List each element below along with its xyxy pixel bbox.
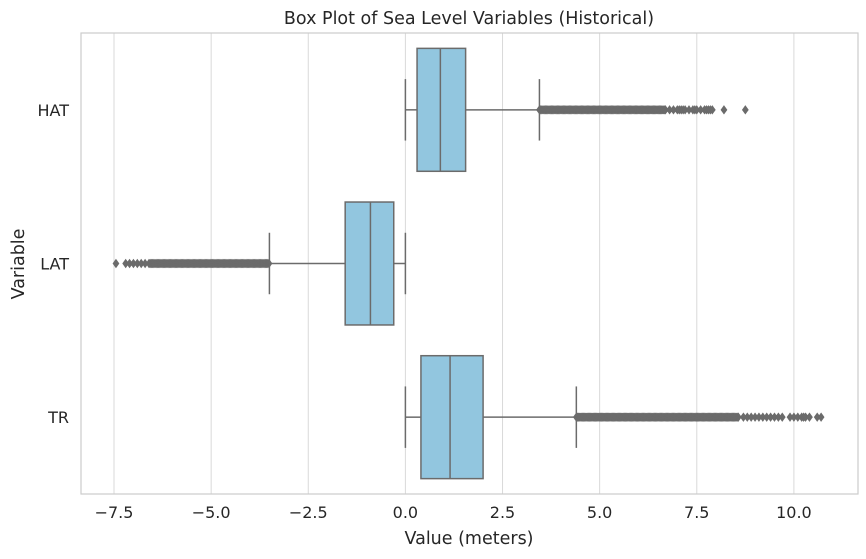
outlier-band: [572, 412, 742, 422]
x-tick-label: 0.0: [393, 503, 418, 522]
box-tr: [404, 354, 825, 480]
y-tick-label: TR: [47, 408, 69, 427]
outlier-point: [778, 412, 786, 422]
outlier-point: [806, 412, 813, 422]
outlier-point: [720, 105, 728, 115]
box-lat: [112, 201, 407, 326]
y-tick-labels: HAT LAT TR: [37, 101, 69, 427]
x-tick-labels: −7.5 −5.0 −2.5 0.0 2.5 5.0 7.5 10.0: [95, 503, 812, 522]
outlier-point: [817, 412, 825, 422]
outlier-point: [708, 105, 716, 115]
x-tick-label: −7.5: [95, 503, 134, 522]
y-tick-label: LAT: [40, 255, 69, 274]
boxes: [112, 47, 825, 480]
y-tick-label: HAT: [37, 101, 69, 120]
x-tick-label: 7.5: [684, 503, 709, 522]
box-hat: [404, 47, 749, 173]
x-tick-label: −5.0: [192, 503, 231, 522]
plot-frame: [80, 32, 859, 495]
iqr-box: [344, 201, 395, 326]
chart-title: Box Plot of Sea Level Variables (Histori…: [284, 9, 654, 29]
x-tick-label: 2.5: [490, 503, 515, 522]
x-tick-label: 10.0: [776, 503, 812, 522]
outlier-point: [112, 258, 120, 269]
x-tick-label: 5.0: [587, 503, 612, 522]
x-axis-label: Value (meters): [404, 529, 533, 549]
outlier-band: [536, 105, 669, 115]
outlier-point: [741, 105, 749, 115]
y-axis-label: Variable: [9, 229, 29, 300]
iqr-box: [416, 47, 467, 173]
outlier-band: [145, 258, 273, 269]
x-tick-label: −2.5: [289, 503, 328, 522]
iqr-box: [420, 354, 484, 480]
outlier-point: [141, 258, 149, 269]
